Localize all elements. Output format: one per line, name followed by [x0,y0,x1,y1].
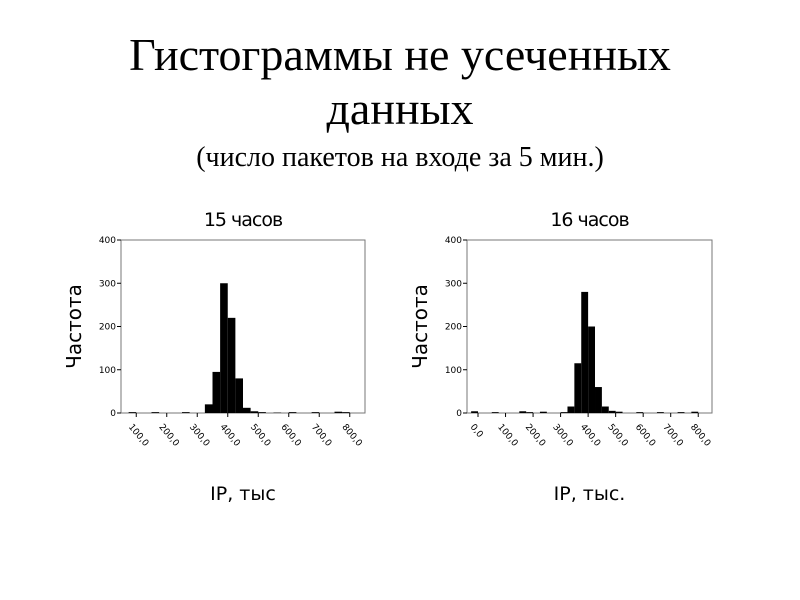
bar [595,387,602,413]
bar [567,406,575,413]
bar [581,291,589,413]
x-axis-label: IP, тыс [210,483,276,505]
x-axis-label: IP, тыс. [554,483,626,505]
bar [526,412,534,413]
bar [235,378,243,413]
chart-title: 15 часов [204,209,283,231]
bar [560,412,568,413]
x-tick-label: 400,0 [578,423,602,449]
bar [471,411,479,413]
bar [519,411,527,413]
x-tick-label: 600,0 [278,423,302,449]
y-tick-label: 400 [99,236,116,246]
y-tick-label: 100 [99,366,116,376]
bar [128,412,137,413]
bar [601,406,609,413]
bar [491,412,499,413]
x-tick-label: 700,0 [309,423,333,449]
y-tick-label: 0 [110,409,116,419]
y-tick-label: 300 [445,279,462,289]
y-tick-label: 100 [445,366,462,376]
x-tick-label: 700,0 [660,423,684,449]
bar [151,412,160,413]
x-tick-label: 200,0 [523,423,547,449]
bar [212,371,221,413]
x-tick-label: 800,0 [339,423,363,449]
y-axis-label: Частота [408,284,432,369]
bar [182,412,190,413]
bar [243,407,251,413]
x-tick-label: 500,0 [605,423,629,449]
slide-title: Гистограммы не усеченных данных [129,29,671,134]
bar [342,412,350,413]
y-tick-label: 400 [445,236,462,246]
bar [691,411,699,413]
x-tick-label: 800,0 [688,423,712,449]
header: Гистограммы не усеченных данных (число п… [80,28,720,174]
bar [227,317,236,413]
x-tick-label: 500,0 [248,423,272,449]
x-tick-label: 200,0 [156,423,180,449]
x-tick-label: 400,0 [217,423,241,449]
slide-subtitle: (число пакетов на входе за 5 мин.) [196,142,604,173]
bar [204,404,213,413]
y-axis-label: Частота [62,284,86,369]
y-tick-label: 0 [456,409,462,419]
x-tick-label: 100,0 [495,423,519,449]
x-tick-label: 300,0 [187,423,211,449]
x-tick-label: 600,0 [633,423,657,449]
x-tick-label: 100,0 [126,423,150,449]
y-tick-label: 200 [99,323,116,333]
bar [258,412,266,413]
bar [220,283,228,413]
bar [588,326,596,413]
bar [608,410,616,413]
x-tick-label: 0,0 [468,423,485,441]
bar [334,411,343,413]
bar [311,412,320,413]
bar [288,412,297,413]
chart-title: 16 часов [550,209,629,231]
y-tick-label: 200 [445,323,462,333]
bar [636,412,644,413]
bar [656,412,664,413]
bar [539,411,547,413]
bar [615,411,623,413]
bar [574,363,582,413]
x-tick-label: 300,0 [550,423,574,449]
bar [677,412,685,413]
y-tick-label: 300 [99,279,116,289]
bar [250,411,259,413]
